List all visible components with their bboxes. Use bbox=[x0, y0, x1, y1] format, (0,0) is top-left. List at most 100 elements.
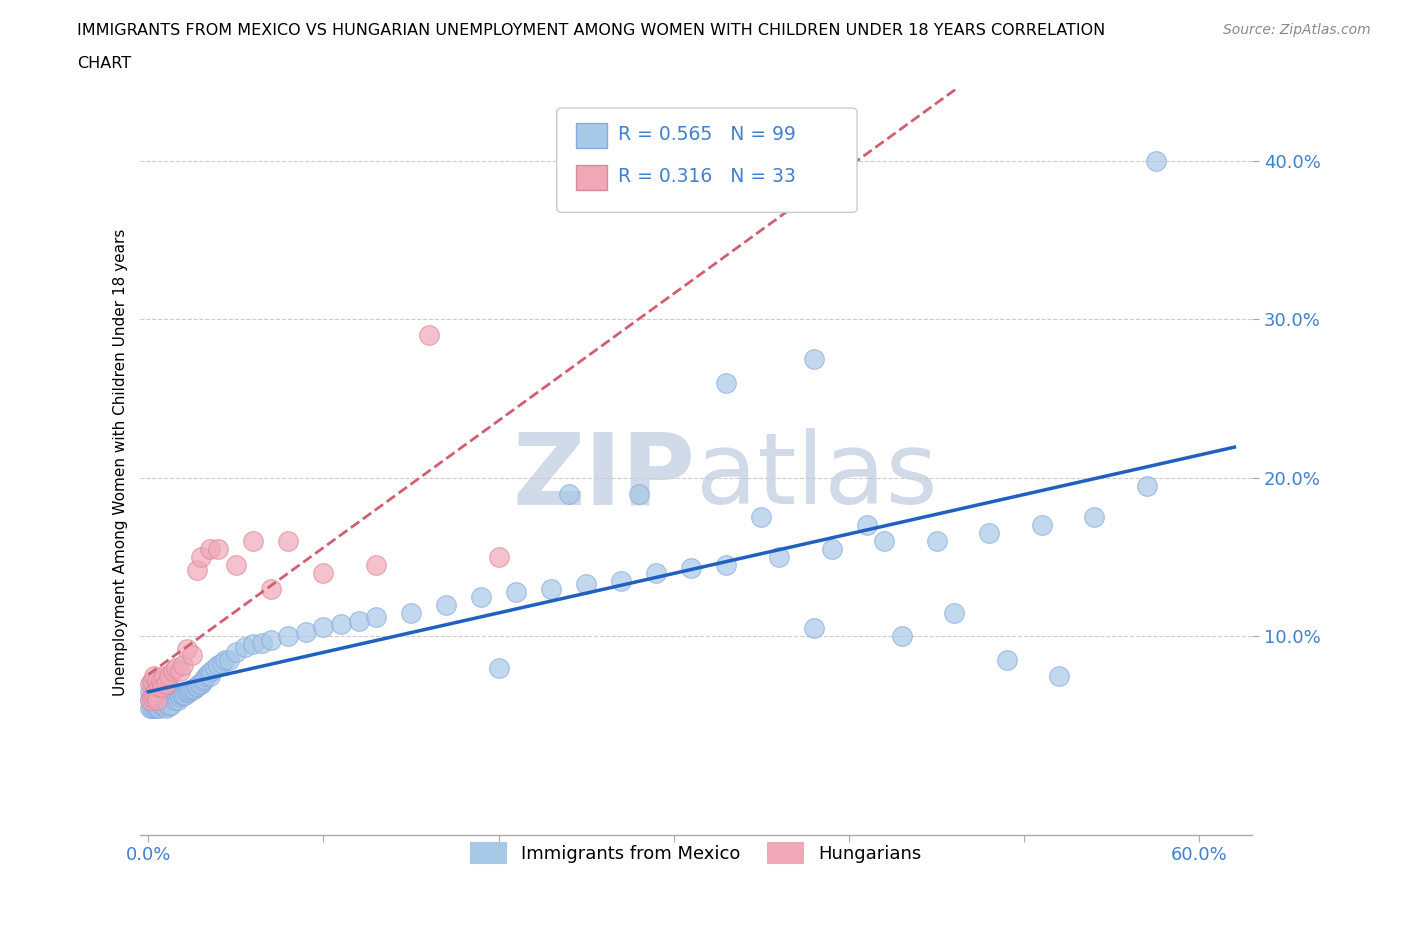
Point bbox=[207, 658, 229, 672]
Point bbox=[139, 684, 162, 699]
Point bbox=[198, 669, 221, 684]
Point bbox=[260, 581, 283, 596]
Point bbox=[418, 327, 440, 342]
Point bbox=[1031, 518, 1053, 533]
Point bbox=[803, 352, 825, 366]
Point bbox=[142, 700, 165, 715]
Text: R = 0.316   N = 33: R = 0.316 N = 33 bbox=[617, 167, 796, 186]
Point bbox=[153, 669, 176, 684]
Point bbox=[165, 660, 187, 675]
Point bbox=[143, 684, 166, 699]
Point bbox=[160, 698, 183, 712]
FancyBboxPatch shape bbox=[557, 108, 858, 212]
Point bbox=[627, 486, 650, 501]
Point bbox=[148, 689, 170, 704]
Text: R = 0.565   N = 99: R = 0.565 N = 99 bbox=[617, 125, 796, 143]
Point bbox=[167, 692, 190, 707]
Point bbox=[186, 563, 208, 578]
Point bbox=[488, 660, 510, 675]
Point bbox=[139, 676, 162, 691]
Point bbox=[890, 629, 912, 644]
Point bbox=[186, 678, 208, 693]
Point bbox=[979, 525, 1001, 540]
Point bbox=[312, 565, 335, 580]
Point bbox=[139, 700, 162, 715]
Point bbox=[1136, 478, 1159, 493]
Point bbox=[172, 658, 194, 672]
Point bbox=[204, 660, 226, 675]
Text: Source: ZipAtlas.com: Source: ZipAtlas.com bbox=[1223, 23, 1371, 37]
Point bbox=[575, 577, 598, 591]
Point bbox=[157, 698, 180, 713]
Point bbox=[214, 653, 236, 668]
Bar bbox=[575, 123, 607, 148]
Point bbox=[142, 687, 165, 702]
Point bbox=[146, 673, 169, 688]
Point bbox=[277, 534, 299, 549]
Point bbox=[181, 682, 204, 697]
Point bbox=[190, 550, 212, 565]
Point bbox=[855, 518, 877, 533]
Point bbox=[191, 673, 214, 688]
Point bbox=[146, 682, 169, 697]
Point bbox=[250, 635, 273, 650]
Point bbox=[148, 680, 170, 695]
Point bbox=[193, 671, 215, 686]
Point bbox=[143, 698, 166, 713]
Point bbox=[1047, 669, 1070, 684]
Point bbox=[141, 673, 163, 688]
Point bbox=[139, 692, 162, 707]
Point bbox=[155, 676, 177, 691]
Point bbox=[200, 664, 222, 679]
Point bbox=[190, 676, 212, 691]
Point bbox=[165, 684, 187, 699]
Point bbox=[1083, 510, 1105, 525]
Point bbox=[399, 605, 422, 620]
Point bbox=[716, 558, 738, 573]
Point bbox=[155, 687, 177, 702]
Point bbox=[197, 667, 219, 682]
Bar bbox=[575, 166, 607, 190]
Text: IMMIGRANTS FROM MEXICO VS HUNGARIAN UNEMPLOYMENT AMONG WOMEN WITH CHILDREN UNDER: IMMIGRANTS FROM MEXICO VS HUNGARIAN UNEM… bbox=[77, 23, 1105, 38]
Point bbox=[260, 632, 283, 647]
Point bbox=[153, 698, 176, 712]
Point bbox=[184, 680, 207, 695]
Point bbox=[149, 698, 172, 712]
Point bbox=[195, 669, 218, 684]
Point bbox=[558, 486, 581, 501]
Point bbox=[211, 656, 233, 671]
Point bbox=[146, 692, 169, 707]
Point bbox=[505, 585, 527, 600]
Point bbox=[139, 692, 162, 707]
Text: ZIP: ZIP bbox=[513, 429, 696, 525]
Point bbox=[170, 687, 193, 702]
Point bbox=[768, 550, 790, 565]
Point bbox=[681, 561, 703, 576]
Point bbox=[149, 686, 172, 701]
Point bbox=[330, 617, 353, 631]
Point bbox=[995, 653, 1018, 668]
Point bbox=[150, 698, 173, 713]
Point bbox=[364, 610, 387, 625]
Point bbox=[218, 653, 240, 668]
Point bbox=[176, 684, 198, 699]
Point bbox=[295, 624, 318, 639]
Point bbox=[181, 648, 204, 663]
Point bbox=[162, 687, 184, 702]
Point bbox=[150, 680, 173, 695]
Legend: Immigrants from Mexico, Hungarians: Immigrants from Mexico, Hungarians bbox=[463, 835, 928, 870]
Point bbox=[156, 686, 179, 701]
Point bbox=[141, 689, 163, 704]
Point bbox=[207, 542, 229, 557]
Point bbox=[645, 565, 668, 580]
Point bbox=[183, 682, 205, 697]
Point bbox=[143, 687, 166, 702]
Point bbox=[488, 550, 510, 565]
Point bbox=[1144, 153, 1167, 168]
Point bbox=[150, 687, 173, 702]
Point bbox=[242, 637, 264, 652]
Point bbox=[146, 692, 169, 707]
Point bbox=[148, 700, 170, 715]
Point bbox=[157, 687, 180, 702]
Point bbox=[925, 534, 948, 549]
